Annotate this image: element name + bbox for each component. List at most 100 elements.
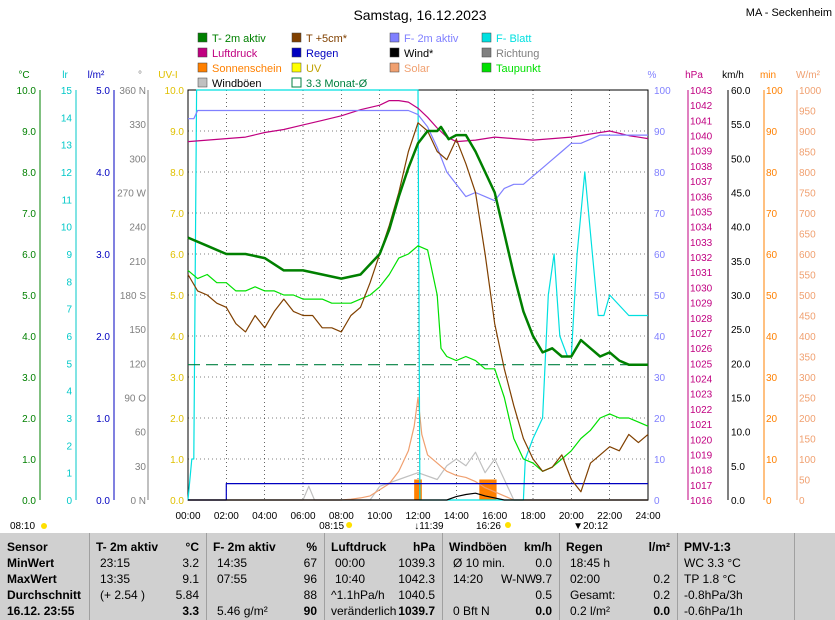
dir-tick-label: 300 (129, 154, 146, 165)
min-tick-label: 10 (766, 455, 778, 466)
leaf-tick-label: 10 (61, 223, 73, 234)
min-tick-label: 20 (766, 414, 778, 425)
legend-label: UV (306, 63, 322, 75)
min-tick-label: 40 (766, 332, 778, 343)
leaf-tick-label: 3 (66, 414, 72, 425)
gust-max-time: 14:20 (453, 572, 484, 586)
legend-swatch (389, 32, 400, 43)
series-marks (187, 89, 649, 501)
min-tick-label: 50 (766, 291, 778, 302)
dir-tick-label: 240 (129, 223, 146, 234)
dir-tick-label: 30 (135, 462, 147, 473)
hpa-tick-label: 1041 (690, 116, 713, 127)
hum-unit: % (306, 540, 317, 554)
series-line-luftdruck (187, 99, 649, 143)
hpa-tick-label: 1020 (690, 435, 713, 446)
stats-col-empty (794, 533, 835, 620)
kmh-axis-unit: km/h (722, 70, 744, 81)
rain-tick-label: 2.0 (96, 332, 110, 343)
uv-tick-label: 5.0 (170, 291, 184, 302)
gust-max-direction: W-NW (501, 572, 537, 586)
wm2-tick-label: 950 (799, 107, 816, 118)
uv-tick-label: 9.0 (170, 127, 184, 138)
press-trend: ^1.1hPa/h (331, 588, 385, 602)
min-tick-label: 90 (766, 127, 778, 138)
sunset-label: 16:26 (476, 521, 501, 532)
rain-tick-label: 3.0 (96, 250, 110, 261)
x-tick-label: 20:00 (559, 511, 584, 522)
temp-axis-unit: °C (18, 70, 29, 81)
stats-col-humidity: F- 2m aktiv % 14:35 67 07:55 96 88 5.46 … (206, 533, 325, 620)
sunshine-bar (414, 479, 422, 500)
pct-tick-label: 0 (654, 496, 660, 507)
dir-tick-label: 120 (129, 359, 146, 370)
stats-sensor-header: Sensor (7, 540, 48, 554)
wm2-tick-label: 50 (799, 476, 811, 487)
kmh-tick-label: 15.0 (731, 394, 751, 405)
solar-noon-label: ↓11:39 (414, 521, 444, 532)
x-tick-label: 10:00 (367, 511, 392, 522)
wm2-tick-label: 400 (799, 332, 816, 343)
wm2-tick-label: 450 (799, 312, 816, 323)
temp-avg-value: 5.84 (175, 588, 199, 602)
wm2-axis-unit: W/m² (796, 70, 821, 81)
pct-tick-label: 50 (654, 291, 666, 302)
leaf-axis-unit: lr (62, 70, 68, 81)
rain-total-value: 0.2 (653, 588, 670, 602)
wm2-tick-label: 1000 (799, 86, 822, 97)
kmh-tick-label: 45.0 (731, 189, 751, 200)
gust-current-value: 0.0 (535, 604, 552, 618)
hum-current-value: 90 (303, 604, 317, 618)
leaf-tick-label: 1 (66, 469, 72, 480)
hpa-tick-label: 1043 (690, 86, 713, 97)
hum-max-value: 96 (303, 572, 317, 586)
rain-header: Regen (566, 540, 603, 554)
sunset-icon (504, 522, 511, 528)
x-tick-label: 18:00 (520, 511, 545, 522)
leaf-tick-label: 14 (61, 113, 73, 124)
legend: T- 2m aktiv T +5cm* F- 2m aktiv F- Blatt Luf… (197, 32, 541, 90)
hum-min-value: 67 (303, 556, 317, 570)
wm2-tick-label: 250 (799, 394, 816, 405)
kmh-tick-label: 5.0 (731, 462, 745, 473)
temp-tick-label: 6.0 (22, 250, 36, 261)
legend-swatch (389, 62, 400, 73)
uv-tick-label: 4.0 (170, 332, 184, 343)
rain-tick-label: 1.0 (96, 414, 110, 425)
legend-label: Wind* (404, 48, 434, 60)
legend-label: Taupunkt (496, 63, 541, 75)
hpa-tick-label: 1023 (690, 390, 713, 401)
kmh-tick-label: 20.0 (731, 359, 751, 370)
stats-current-label: 16.12. 23:55 (7, 604, 75, 618)
pct-tick-label: 90 (654, 127, 666, 138)
wm2-tick-label: 350 (799, 353, 816, 364)
rain-tick-label: 4.0 (96, 168, 110, 179)
uv-tick-label: 7.0 (170, 209, 184, 220)
leaf-tick-label: 8 (66, 277, 72, 288)
dir-axis-unit: ° (138, 70, 142, 81)
x-axis: 00:00 02:00 04:00 06:00 08:00 10:00 12:00 14:00… (175, 511, 660, 522)
hpa-tick-label: 1033 (690, 238, 713, 249)
kmh-tick-label: 55.0 (731, 120, 751, 131)
legend-label: Sonnenschein (212, 63, 282, 75)
leaf-tick-label: 7 (66, 305, 72, 316)
hum-max-time: 07:55 (217, 572, 248, 586)
kmh-tick-label: 35.0 (731, 257, 751, 268)
kmh-tick-label: 60.0 (731, 86, 751, 97)
stats-col-pmv: PMV-1:3 WC 3.3 °C TP 1.8 °C -0.8hPa/3h -… (677, 533, 795, 620)
x-tick-label: 02:00 (214, 511, 239, 522)
temp-tick-label: 8.0 (22, 168, 36, 179)
press-max-time: 10:40 (335, 572, 366, 586)
temp-tick-label: 5.0 (22, 291, 36, 302)
hpa-tick-label: 1031 (690, 268, 713, 279)
legend-label: Richtung (496, 48, 539, 60)
leaf-tick-label: 11 (62, 195, 73, 206)
legend-swatch (481, 47, 492, 58)
temp-tick-label: 1.0 (22, 455, 36, 466)
stats-col-rain: Regen l/m² 18:45 h 02:00 0.2 Gesamt: 0.2… (559, 533, 678, 620)
pct-tick-label: 40 (654, 332, 666, 343)
dir-tick-label: 360 N (119, 86, 146, 97)
sunset-civil-label: ▼20:12 (573, 521, 608, 532)
rain-max-value: 0.2 (653, 572, 670, 586)
legend-swatch (197, 47, 208, 58)
